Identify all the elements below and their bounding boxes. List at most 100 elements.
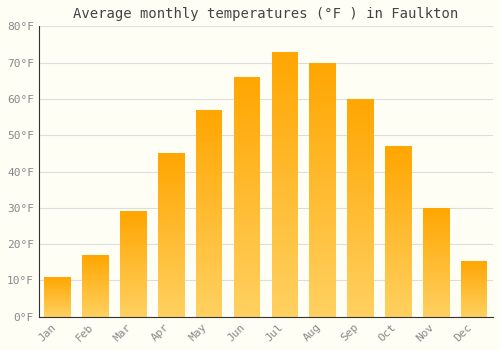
Bar [120,275,146,276]
Bar [461,263,487,264]
Bar [158,202,184,204]
Bar [461,296,487,297]
Bar [272,294,298,297]
Bar [234,146,260,149]
Bar [196,200,222,203]
Bar [82,266,109,267]
Bar [423,245,450,246]
Bar [196,110,222,112]
Bar [120,237,146,238]
Bar [120,218,146,219]
Bar [196,188,222,190]
Bar [158,294,184,296]
Bar [348,121,374,124]
Bar [461,278,487,279]
Bar [348,260,374,262]
Bar [272,68,298,72]
Bar [196,247,222,250]
Bar [310,285,336,288]
Bar [120,268,146,270]
Bar [461,315,487,316]
Bar [44,301,71,302]
Bar [234,260,260,263]
Bar [272,271,298,274]
Bar [348,186,374,189]
Bar [348,115,374,118]
Bar [272,237,298,240]
Bar [423,256,450,257]
Bar [120,216,146,217]
Bar [385,227,411,229]
Bar [158,158,184,160]
Bar [158,268,184,270]
Bar [310,69,336,72]
Bar [234,311,260,314]
Bar [310,63,336,66]
Bar [385,167,411,170]
Bar [272,72,298,75]
Bar [120,246,146,247]
Bar [310,212,336,215]
Bar [461,284,487,285]
Bar [423,268,450,269]
Bar [385,238,411,240]
Bar [348,227,374,230]
Bar [234,134,260,137]
Bar [272,290,298,294]
Bar [234,167,260,170]
Bar [272,145,298,148]
Bar [234,215,260,218]
Bar [348,224,374,227]
Bar [310,126,336,129]
Bar [272,194,298,197]
Bar [82,261,109,262]
Bar [120,313,146,314]
Bar [272,174,298,177]
Bar [234,125,260,128]
Bar [44,295,71,296]
Bar [158,313,184,315]
Bar [234,254,260,257]
Bar [196,167,222,169]
Bar [120,264,146,265]
Bar [423,279,450,280]
Bar [310,314,336,317]
Bar [272,102,298,105]
Bar [385,206,411,208]
Bar [385,184,411,187]
Bar [196,180,222,182]
Bar [120,252,146,254]
Bar [385,268,411,270]
Bar [234,170,260,173]
Bar [234,107,260,110]
Bar [234,110,260,113]
Bar [348,289,374,292]
Bar [385,229,411,231]
Bar [120,267,146,268]
Bar [120,230,146,231]
Bar [234,95,260,98]
Bar [120,279,146,280]
Bar [234,101,260,104]
Bar [44,304,71,305]
Bar [234,266,260,269]
Bar [196,314,222,317]
Bar [310,110,336,113]
Bar [196,118,222,120]
Bar [158,209,184,211]
Bar [348,205,374,208]
Bar [272,197,298,201]
Bar [272,158,298,161]
Bar [158,172,184,174]
Bar [196,278,222,281]
Bar [158,299,184,300]
Bar [196,112,222,115]
Bar [385,150,411,153]
Bar [44,291,71,292]
Bar [120,244,146,246]
Bar [234,83,260,86]
Bar [196,286,222,288]
Bar [120,263,146,264]
Bar [196,125,222,128]
Bar [423,276,450,277]
